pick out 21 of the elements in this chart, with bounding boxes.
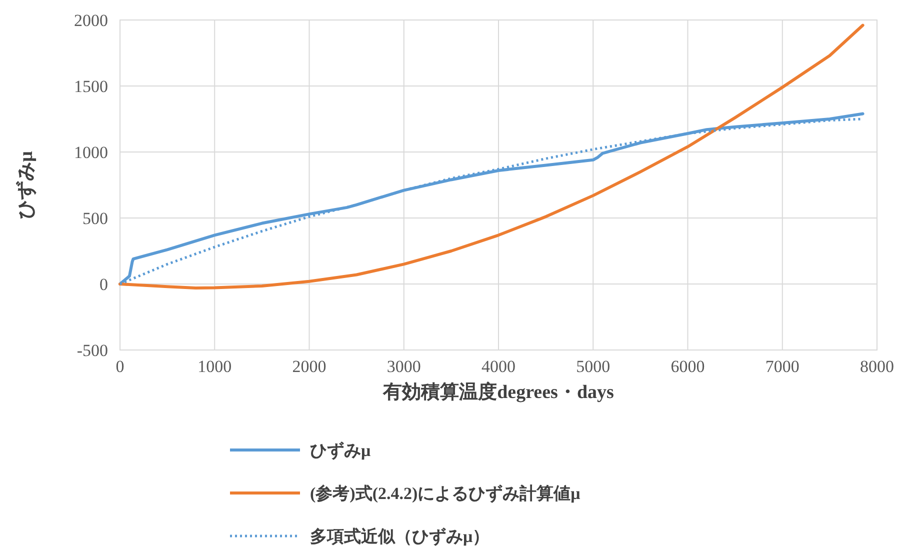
y-tick-label: -500 — [76, 341, 108, 360]
x-tick-label: 8000 — [860, 357, 894, 376]
x-tick-label: 4000 — [482, 357, 516, 376]
x-tick-label: 2000 — [292, 357, 326, 376]
x-tick-label: 0 — [116, 357, 124, 376]
y-tick-label: 2000 — [74, 11, 108, 30]
x-axis-title: 有効積算温度degrees・days — [382, 381, 614, 403]
line-series — [118, 24, 864, 290]
legend-label: (参考)式(2.4.2)によるひずみ計算値μ — [310, 484, 581, 503]
legend-label: ひずみμ — [310, 441, 371, 460]
legend-label: 多項式近似（ひずみμ） — [310, 527, 490, 546]
y-tick-label: 1000 — [74, 143, 108, 162]
x-tick-label: 6000 — [670, 357, 705, 376]
x-tick-label: 3000 — [386, 357, 421, 376]
y-tick-label: 1500 — [74, 77, 108, 96]
x-tick-label: 7000 — [765, 357, 800, 376]
y-tick-label: 500 — [82, 209, 108, 228]
x-tick-label: 1000 — [198, 357, 232, 376]
y-axis-title: ひずみμ — [15, 150, 37, 219]
x-tick-label: 5000 — [576, 357, 610, 376]
y-tick-label: 0 — [100, 275, 108, 294]
